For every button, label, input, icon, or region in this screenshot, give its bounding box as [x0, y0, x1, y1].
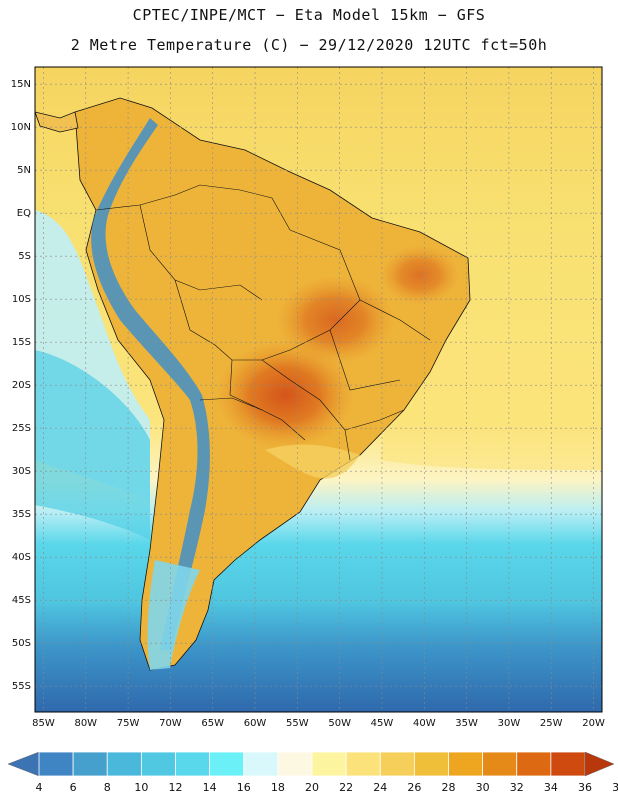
lon-tick-label: 45W [371, 718, 394, 729]
latitude-labels: 15N 10N 5N EQ 5S 10S 15S 20S 25S 30S 35S 40S 45S 50S 5… [11, 79, 31, 692]
patagonia-cool [147, 560, 200, 670]
colorbar-label: 10 [134, 781, 148, 794]
lon-tick-label: 50W [328, 718, 351, 729]
colorbar: 4 6 8 10 12 14 16 18 20 22 24 26 28 30 32 34 36 38 [7, 751, 618, 794]
lon-tick-label: 85W [32, 718, 55, 729]
lat-tick-label: 30S [12, 466, 31, 477]
colorbar-label: 8 [104, 781, 111, 794]
colorbar-swatch [209, 751, 245, 777]
colorbar-swatch [140, 751, 176, 777]
andes-cold-strip [91, 118, 210, 650]
lat-tick-label: 55S [12, 681, 31, 692]
colorbar-label: 26 [407, 781, 421, 794]
lat-tick-label: 10N [11, 122, 31, 133]
colorbar-label: 24 [373, 781, 387, 794]
lon-tick-label: 75W [117, 718, 140, 729]
lon-tick-label: 70W [159, 718, 182, 729]
colorbar-label: 32 [510, 781, 524, 794]
title-line-2: 2 Metre Temperature (C) − 29/12/2020 12U… [70, 36, 548, 54]
lat-tick-label: 5S [18, 251, 31, 262]
colorbar-swatch [72, 751, 108, 777]
south-brazil-mild [265, 444, 360, 479]
heat-core-northeast-brazil [380, 245, 460, 305]
lon-tick-label: 55W [286, 718, 309, 729]
heat-core-central-brazil [275, 275, 395, 365]
lat-tick-label: 20S [12, 380, 31, 391]
colorbar-label: 20 [305, 781, 319, 794]
colorbar-label: 14 [203, 781, 217, 794]
colorbar-label: 18 [271, 781, 285, 794]
lon-tick-label: 65W [201, 718, 224, 729]
colorbar-label: 16 [237, 781, 251, 794]
lon-tick-label: 40W [413, 718, 436, 729]
title-line-1: CPTEC/INPE/MCT − Eta Model 15km − GFS [132, 6, 486, 24]
lat-tick-label: 10S [12, 294, 31, 305]
lon-tick-label: 35W [455, 718, 478, 729]
colorbar-label: 38 [612, 781, 618, 794]
colorbar-label: 36 [578, 781, 592, 794]
lat-tick-label: 50S [12, 638, 31, 649]
lon-tick-label: 20W [582, 718, 605, 729]
colorbar-label: 30 [476, 781, 490, 794]
colorbar-swatch [448, 751, 484, 777]
colorbar-arrow-high [584, 751, 615, 777]
colorbar-swatch [550, 751, 586, 777]
colorbar-swatch [482, 751, 518, 777]
colorbar-swatch [379, 751, 415, 777]
colorbar-arrow-low [7, 751, 40, 777]
colorbar-swatch [311, 751, 347, 777]
colorbar-swatch [277, 751, 313, 777]
lat-tick-label: 15N [11, 79, 31, 90]
lat-tick-label: EQ [17, 208, 31, 219]
colorbar-label: 12 [169, 781, 183, 794]
temperature-map: 15N 10N 5N EQ 5S 10S 15S 20S 25S 30S 35S 40S 45S 50S 5… [11, 66, 605, 729]
colorbar-label: 34 [544, 781, 558, 794]
heat-core-paraguay [215, 340, 355, 450]
colorbar-swatch [516, 751, 552, 777]
lon-tick-label: 30W [498, 718, 521, 729]
colorbar-swatch [106, 751, 142, 777]
lat-tick-label: 40S [12, 552, 31, 563]
colorbar-label: 6 [70, 781, 77, 794]
colorbar-label: 4 [36, 781, 43, 794]
colorbar-swatch [243, 751, 279, 777]
atlantic-warm-region [380, 330, 602, 470]
colorbar-swatch [345, 751, 381, 777]
map-frame [34, 66, 603, 713]
country-borders [95, 184, 431, 461]
colorbar-swatch [38, 751, 74, 777]
colorbar-label: 22 [339, 781, 353, 794]
pacific-cold-region [35, 350, 150, 540]
longitude-labels: 85W 80W 75W 70W 65W 60W 55W 50W 45W 40W 35W 30W 25W 2… [32, 718, 605, 729]
colorbar-swatch [413, 751, 449, 777]
lon-tick-label: 25W [540, 718, 563, 729]
lat-tick-label: 35S [12, 509, 31, 520]
colorbar-label: 28 [442, 781, 456, 794]
lat-tick-label: 25S [12, 423, 31, 434]
lon-tick-label: 60W [244, 718, 267, 729]
lat-tick-label: 45S [12, 595, 31, 606]
lon-tick-label: 80W [74, 718, 97, 729]
lat-tick-label: 15S [12, 337, 31, 348]
lat-tick-label: 5N [17, 165, 31, 176]
colorbar-swatch [175, 751, 211, 777]
